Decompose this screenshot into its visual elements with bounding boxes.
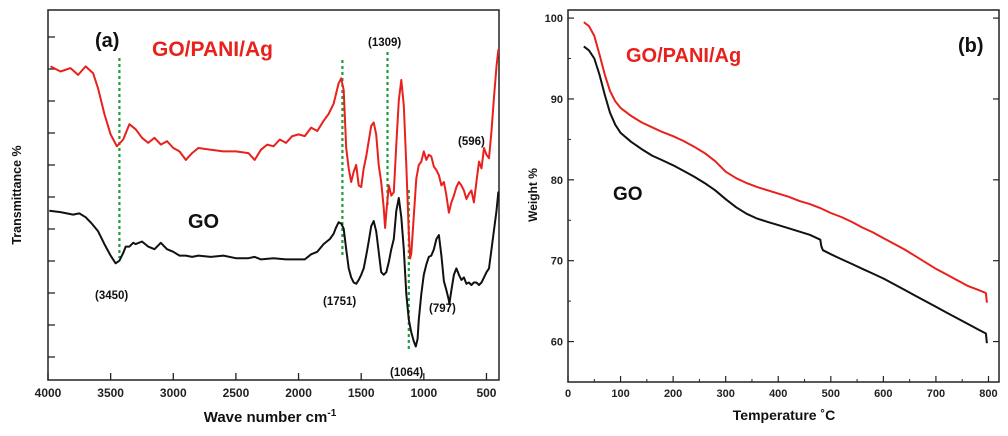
x-tick-label-1000: 1000 [410, 386, 437, 400]
panel-a-series [49, 49, 500, 348]
panel-a-x-ticks: 4000 3500 3000 2500 2000 1500 1000 500 [35, 373, 497, 400]
panel-a-x-axis-label-main: Wave number cm [204, 409, 328, 426]
panel-b-series-label-go-pani-ag: GO/PANI/Ag [626, 45, 741, 67]
panel-b-series [583, 21, 988, 344]
y-tick-label-90: 90 [551, 94, 563, 106]
x-tick-label-500: 500 [822, 388, 840, 400]
panel-a-guide-lines [118, 52, 410, 350]
y-tick-label-60: 60 [551, 337, 563, 349]
panel-b-x-ticks: 0 100 200 300 400 500 600 700 800 [565, 376, 998, 400]
panel-b-y-axis-label: Weight % [526, 168, 540, 222]
series-line-go-pani-ag [50, 49, 500, 260]
x-tick-label-4000: 4000 [35, 386, 62, 400]
x-tick-label-600: 600 [874, 388, 892, 400]
series-line-go-pani-ag [583, 21, 988, 303]
x-tick-label-2000: 2000 [285, 386, 312, 400]
x-tick-label-3000: 3000 [160, 386, 187, 400]
y-tick-label-100: 100 [545, 13, 563, 25]
annotation-3450: (3450) [95, 290, 128, 302]
panel-a-x-axis-label-sup: -1 [327, 408, 336, 419]
panel-b-y-ticks: 60 70 80 90 100 [545, 13, 999, 383]
x-tick-label-200: 200 [664, 388, 682, 400]
panel-a-label: (a) [95, 30, 119, 52]
x-tick-label-1500: 1500 [348, 386, 375, 400]
x-tick-label-800: 800 [979, 388, 997, 400]
x-tick-label-700: 700 [927, 388, 945, 400]
annotation-1751: (1751) [323, 296, 356, 308]
panel-a-y-ticks [48, 36, 55, 358]
panel-b-tga-chart: 60 70 80 90 100 0 100 200 300 400 500 600 700 800 (b… [526, 9, 1000, 423]
annotation-596: (596) [458, 136, 485, 148]
annotation-1309: (1309) [368, 37, 401, 49]
panel-a-ftir-chart: 4000 3500 3000 2500 2000 1500 1000 500 (a) GO/P… [10, 9, 500, 426]
panel-b-plot-frame [567, 9, 1000, 383]
annotation-797: (797) [429, 303, 456, 315]
y-tick-label-80: 80 [551, 175, 563, 187]
panel-a-series-label-go: GO [188, 211, 219, 233]
panel-a-y-axis-label: Transmittance % [10, 145, 24, 244]
x-tick-label-0: 0 [565, 388, 571, 400]
series-line-go [49, 191, 500, 348]
x-tick-label-400: 400 [769, 388, 787, 400]
x-tick-label-500: 500 [476, 386, 496, 400]
panel-a-x-axis-label: Wave number cm-1 [204, 408, 337, 426]
panel-b-label: (b) [958, 35, 984, 57]
panel-a-plot-frame [47, 9, 500, 381]
x-tick-label-100: 100 [611, 388, 629, 400]
series-line-go [583, 45, 988, 344]
annotation-1064: (1064) [390, 367, 423, 379]
panel-b-x-axis-label: Temperature ˚C [733, 407, 835, 423]
x-tick-label-300: 300 [717, 388, 735, 400]
panel-a-series-label-go-pani-ag: GO/PANI/Ag [152, 38, 273, 61]
x-tick-label-3500: 3500 [97, 386, 124, 400]
panel-b-series-label-go: GO [613, 184, 643, 205]
y-tick-label-70: 70 [551, 256, 563, 268]
x-tick-label-2500: 2500 [223, 386, 250, 400]
